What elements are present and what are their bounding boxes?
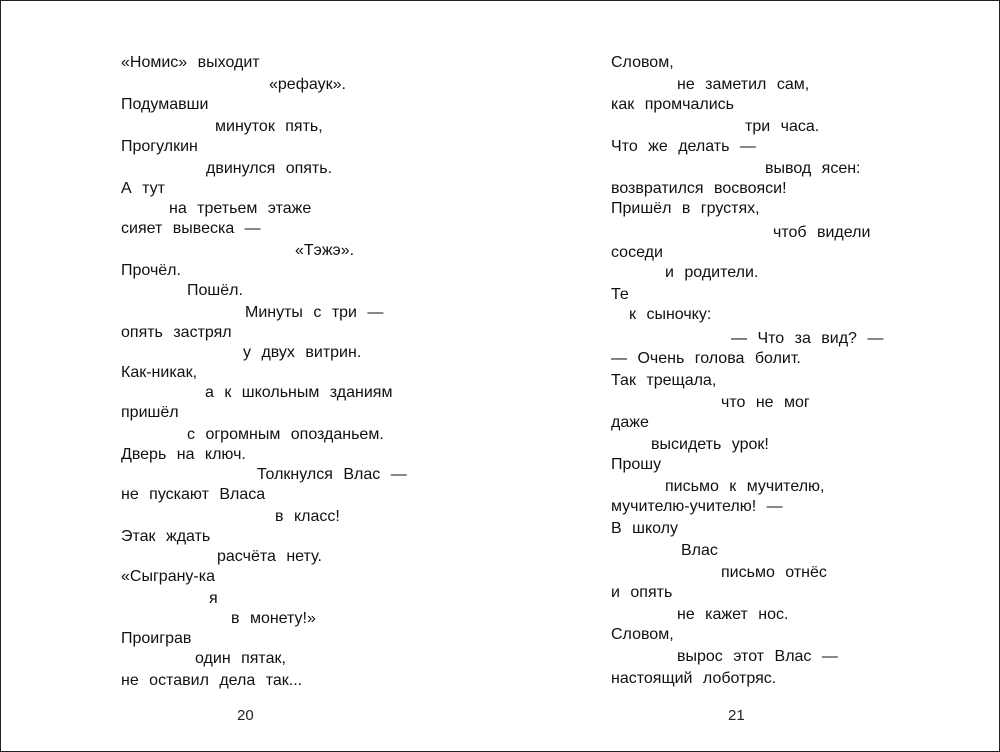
poem-line: и опять (611, 584, 673, 601)
poem-line: «Тэжэ». (295, 242, 355, 259)
poem-line: высидеть урок! (651, 436, 769, 453)
poem-line: что не мог (721, 394, 810, 411)
poem-line: даже (611, 414, 649, 431)
poem-line: на третьем этаже (169, 200, 312, 217)
poem-line: не оставил дела так... (121, 672, 303, 689)
poem-line: Пошёл. (187, 282, 243, 299)
poem-line: не заметил сам, (677, 76, 810, 93)
poem-line: в класс! (275, 508, 340, 525)
poem-line: Подумавши (121, 96, 209, 113)
poem-line: «Номис» выходит (121, 54, 260, 71)
poem-line: Этак ждать (121, 528, 211, 545)
poem-line: не пускают Власа (121, 486, 266, 503)
poem-line: — Что за вид? — (731, 330, 884, 347)
poem-line: двинулся опять. (206, 160, 333, 177)
poem-line: Прочёл. (121, 262, 181, 279)
poem-line: опять застрял (121, 324, 232, 341)
poem-line: вырос этот Влас — (677, 648, 838, 665)
poem-line: Проиграв (121, 630, 192, 647)
poem-line: Влас (681, 542, 718, 559)
poem-line: Минуты с три — (245, 304, 384, 321)
poem-line: Толкнулся Влас — (257, 466, 407, 483)
poem-line: настоящий лоботряс. (611, 670, 777, 687)
poem-line: Пришёл в грустях, (611, 200, 760, 217)
poem-line: в монету!» (231, 610, 316, 627)
poem-line: минуток пять, (215, 118, 323, 135)
page-number-left: 20 (237, 707, 254, 724)
poem-line: с огромным опозданьем. (187, 426, 384, 443)
poem-line: Прогулкин (121, 138, 198, 155)
poem-line: мучителю-учителю! — (611, 498, 783, 515)
poem-line: один пятак, (195, 650, 286, 667)
poem-line: к сыночку: (629, 306, 712, 323)
poem-line: расчёта нету. (217, 548, 322, 565)
poem-line: как промчались (611, 96, 734, 113)
page-number-right: 21 (728, 707, 745, 724)
poem-line: «рефаук». (269, 76, 346, 93)
poem-line: Дверь на ключ. (121, 446, 246, 463)
poem-line: соседи (611, 244, 663, 261)
poem-line: три часа. (745, 118, 820, 135)
poem-line: Словом, (611, 626, 674, 643)
poem-line: не кажет нос. (677, 606, 789, 623)
poem-line: сияет вывеска — (121, 220, 261, 237)
poem-line: Те (611, 286, 629, 303)
poem-line: Прошу (611, 456, 662, 473)
poem-line: Как-никак, (121, 364, 198, 381)
poem-line: Так трещала, (611, 372, 717, 389)
poem-line: вывод ясен: (765, 160, 861, 177)
poem-line: А тут (121, 180, 165, 197)
poem-line: «Сыграну-ка (121, 568, 215, 585)
poem-line: и родители. (665, 264, 759, 281)
poem-line: Словом, (611, 54, 674, 71)
poem-line: письмо к мучителю, (665, 478, 825, 495)
poem-line: письмо отнёс (721, 564, 827, 581)
poem-line: чтоб видели (773, 224, 871, 241)
poem-line: я (209, 590, 218, 607)
poem-line: В школу (611, 520, 679, 537)
poem-line: у двух витрин. (243, 344, 362, 361)
poem-line: пришёл (121, 404, 179, 421)
poem-line: а к школьным зданиям (205, 384, 393, 401)
poem-line: возвратился восвояси! (611, 180, 787, 197)
poem-line: Что же делать — (611, 138, 756, 155)
poem-line: — Очень голова болит. (611, 350, 801, 367)
